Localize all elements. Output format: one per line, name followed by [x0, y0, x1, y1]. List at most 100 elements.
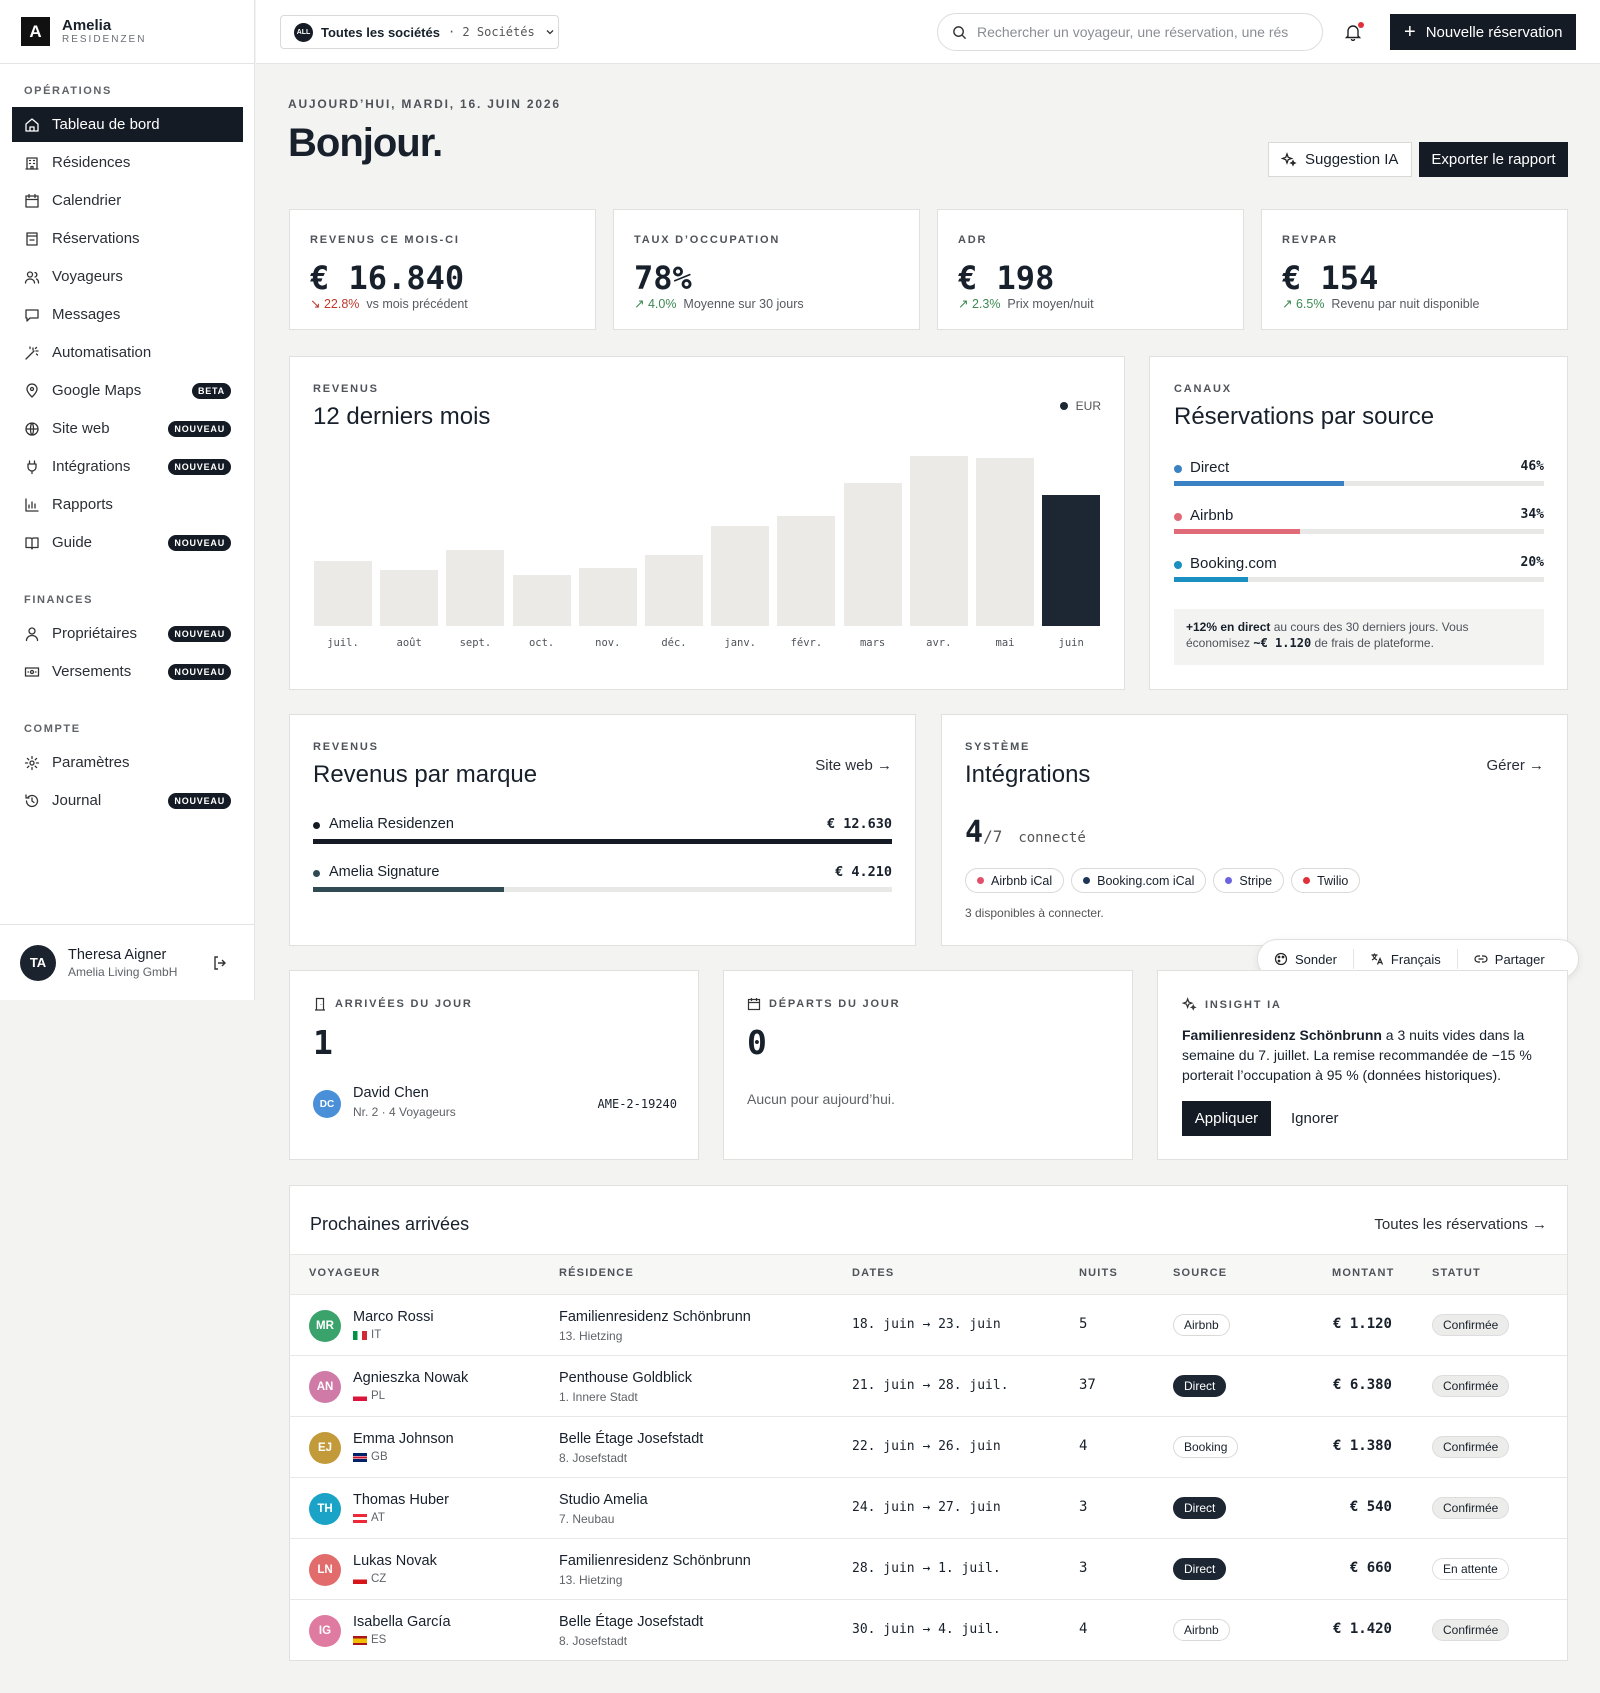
kpi-delta: ↗ 2.3% — [958, 297, 1001, 311]
sidebar-item-site-web[interactable]: Site web NOUVEAU — [12, 411, 243, 446]
share-button[interactable]: Partager — [1458, 949, 1561, 969]
website-link[interactable]: Site web → — [815, 757, 892, 774]
column-header[interactable]: MONTANT — [1332, 1267, 1395, 1279]
company-selector[interactable]: ALL Toutes les sociétés · 2 Sociétés — [280, 15, 559, 49]
sidebar-item-param-tres[interactable]: Paramètres — [12, 745, 243, 780]
channel-track — [1174, 577, 1544, 582]
column-header[interactable]: RÉSIDENCE — [559, 1267, 634, 1279]
integration-chip[interactable]: Booking.com iCal — [1071, 868, 1207, 893]
table-row[interactable]: IG Isabella García ES Belle Étage Josefstad… — [289, 1599, 1567, 1660]
bar-déc.[interactable] — [645, 554, 703, 626]
manage-link[interactable]: Gérer → — [1486, 757, 1544, 774]
sidebar-item-rapports[interactable]: Rapports — [12, 487, 243, 522]
bar-juin[interactable] — [1042, 495, 1101, 626]
ignore-button[interactable]: Ignorer — [1291, 1110, 1339, 1127]
bar-oct.[interactable] — [512, 575, 571, 626]
all-reservations-link[interactable]: Toutes les réservations → — [1374, 1216, 1547, 1233]
column-header[interactable]: NUITS — [1079, 1267, 1118, 1279]
bar-mars[interactable] — [843, 483, 902, 626]
integration-chip[interactable]: Stripe — [1213, 868, 1285, 893]
kpi-card: REVPAR € 154 ↗ 6.5% Revenu par nuit dispon… — [1261, 209, 1568, 330]
sidebar-item-messages[interactable]: Messages — [12, 297, 243, 332]
home-icon — [25, 117, 39, 132]
export-report-button[interactable]: Exporter le rapport — [1419, 142, 1568, 177]
sparkle-icon — [1182, 997, 1197, 1011]
brand[interactable]: A Amelia RESIDENZEN — [0, 0, 254, 64]
bar-août[interactable] — [380, 569, 439, 626]
user-profile[interactable]: TA Theresa Aigner Amelia Living GmbH — [0, 924, 255, 1000]
kpi-note: Prix moyen/nuit — [1007, 297, 1094, 311]
kpi-delta-row: ↗ 6.5% Revenu par nuit disponible — [1282, 296, 1479, 311]
sidebar-item-label: Calendrier — [52, 192, 122, 209]
logout-icon[interactable] — [212, 955, 228, 971]
bar-févr.[interactable] — [777, 515, 836, 626]
bar-janv.[interactable] — [711, 525, 770, 626]
arrival-guest-row[interactable]: DC David Chen Nr. 2 · 4 Voyageurs AME-2-… — [313, 1085, 677, 1125]
guest-name: Agnieszka Nowak — [353, 1370, 469, 1386]
apply-button[interactable]: Appliquer — [1182, 1101, 1271, 1136]
table-row[interactable]: EJ Emma Johnson GB Belle Étage Josefstadt 8.… — [289, 1416, 1567, 1477]
sidebar-item-google-maps[interactable]: Google Maps BETA — [12, 373, 243, 408]
channel-name: Direct — [1190, 459, 1230, 476]
integration-chip[interactable]: Twilio — [1291, 868, 1361, 893]
departures-card: DÉPARTS DU JOUR 0 Aucun pour aujourd’hui… — [723, 970, 1133, 1160]
stay-dates: 28. juin → 1. juil. — [852, 1561, 1001, 1576]
amount: € 1.420 — [1332, 1621, 1392, 1637]
ai-suggestion-button[interactable]: Suggestion IA — [1268, 142, 1412, 177]
bar-tick-label: sept. — [459, 637, 492, 649]
history-icon — [25, 793, 39, 807]
sidebar-item-automatisation[interactable]: Automatisation — [12, 335, 243, 370]
booking-ref: AME-2-19240 — [597, 1097, 677, 1111]
language-button[interactable]: Français — [1354, 949, 1458, 969]
flag-icon — [353, 1574, 367, 1584]
table-row[interactable]: AN Agnieszka Nowak PL Penthouse Goldblick 1.… — [289, 1355, 1567, 1416]
bar-mai[interactable] — [976, 457, 1034, 626]
sidebar-item-voyageurs[interactable]: Voyageurs — [12, 259, 243, 294]
new-reservation-button[interactable]: + Nouvelle réservation — [1390, 14, 1576, 50]
integrations-label: SYSTÈME — [965, 741, 1031, 753]
sidebar-item-int-grations[interactable]: Intégrations NOUVEAU — [12, 449, 243, 484]
sidebar-item-versements[interactable]: Versements NOUVEAU — [12, 654, 243, 689]
user-name: Theresa Aigner — [68, 946, 167, 963]
bar-sept.[interactable] — [446, 549, 505, 626]
sidebar-item-journal[interactable]: Journal NOUVEAU — [12, 783, 243, 818]
sonder-label: Sonder — [1295, 951, 1337, 967]
sidebar-item-calendrier[interactable]: Calendrier — [12, 183, 243, 218]
brand-dot — [313, 822, 320, 829]
sidebar-item-r-servations[interactable]: Réservations — [12, 221, 243, 256]
bar-tick-label: févr. — [790, 637, 823, 649]
section-operations: OPÉRATIONS — [24, 85, 112, 97]
sidebar-item-guide[interactable]: Guide NOUVEAU — [12, 525, 243, 560]
sidebar-item-label: Versements — [52, 663, 132, 680]
column-header[interactable]: VOYAGEUR — [309, 1267, 381, 1279]
table-row[interactable]: MR Marco Rossi IT Familienresidenz Schönbru… — [289, 1294, 1567, 1355]
column-header[interactable]: SOURCE — [1173, 1267, 1228, 1279]
door-icon — [315, 997, 325, 1011]
note-end: de frais de plateforme. — [1311, 636, 1434, 650]
sonder-button[interactable]: Sonder — [1258, 949, 1354, 969]
bar-tick-label: nov. — [595, 637, 621, 649]
sidebar-item-r-sidences[interactable]: Résidences — [12, 145, 243, 180]
channel-pct: 34% — [1520, 507, 1544, 522]
sidebar-item-propri-taires[interactable]: Propriétaires NOUVEAU — [12, 616, 243, 651]
column-header[interactable]: DATES — [852, 1267, 895, 1279]
table-row[interactable]: LN Lukas Novak CZ Familienresidenz Schönbru… — [289, 1538, 1567, 1599]
bar-juil.[interactable] — [314, 561, 372, 626]
bar-tick-label: mai — [995, 637, 1015, 649]
bar-avr.[interactable] — [909, 456, 968, 626]
brand-row-name: Amelia Signature — [329, 864, 440, 880]
residence-district: 13. Hietzing — [559, 1329, 623, 1343]
search-input[interactable]: Rechercher un voyageur, une réservation,… — [937, 13, 1323, 51]
table-row[interactable]: TH Thomas Huber AT Studio Amelia 7. Neubau 24… — [289, 1477, 1567, 1538]
notifications-button[interactable] — [1344, 20, 1366, 44]
column-header[interactable]: STATUT — [1432, 1267, 1481, 1279]
guest-country: CZ — [353, 1573, 386, 1585]
departures-empty: Aucun pour aujourd’hui. — [747, 1091, 895, 1107]
brand-row-amount: € 12.630 — [826, 816, 892, 832]
sidebar-item-tableau-de-bord[interactable]: Tableau de bord — [12, 107, 243, 142]
palette-icon — [1274, 952, 1288, 966]
integration-chip[interactable]: Airbnb iCal — [965, 868, 1065, 893]
bar-nov.[interactable] — [578, 568, 637, 626]
country-code: CZ — [371, 1573, 387, 1585]
sidebar-item-label: Tableau de bord — [52, 116, 160, 133]
